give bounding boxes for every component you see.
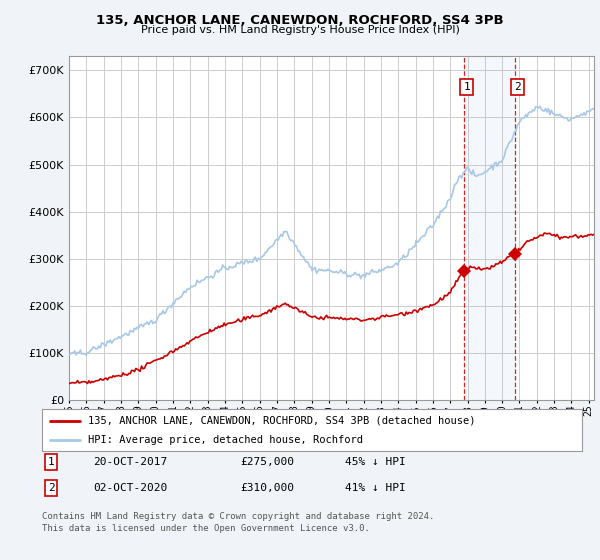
Text: 1: 1 xyxy=(47,457,55,467)
Text: 41% ↓ HPI: 41% ↓ HPI xyxy=(345,483,406,493)
Text: 2: 2 xyxy=(514,82,521,92)
Text: £310,000: £310,000 xyxy=(240,483,294,493)
Text: Contains HM Land Registry data © Crown copyright and database right 2024.
This d: Contains HM Land Registry data © Crown c… xyxy=(42,512,434,533)
Text: 2: 2 xyxy=(47,483,55,493)
Text: Price paid vs. HM Land Registry's House Price Index (HPI): Price paid vs. HM Land Registry's House … xyxy=(140,25,460,35)
Text: 20-OCT-2017: 20-OCT-2017 xyxy=(93,457,167,467)
Text: £275,000: £275,000 xyxy=(240,457,294,467)
Text: 02-OCT-2020: 02-OCT-2020 xyxy=(93,483,167,493)
Text: 1: 1 xyxy=(463,82,470,92)
Text: HPI: Average price, detached house, Rochford: HPI: Average price, detached house, Roch… xyxy=(88,435,363,445)
Bar xyxy=(464,56,515,400)
Text: 135, ANCHOR LANE, CANEWDON, ROCHFORD, SS4 3PB: 135, ANCHOR LANE, CANEWDON, ROCHFORD, SS… xyxy=(96,14,504,27)
Text: 135, ANCHOR LANE, CANEWDON, ROCHFORD, SS4 3PB (detached house): 135, ANCHOR LANE, CANEWDON, ROCHFORD, SS… xyxy=(88,416,475,426)
Text: 45% ↓ HPI: 45% ↓ HPI xyxy=(345,457,406,467)
